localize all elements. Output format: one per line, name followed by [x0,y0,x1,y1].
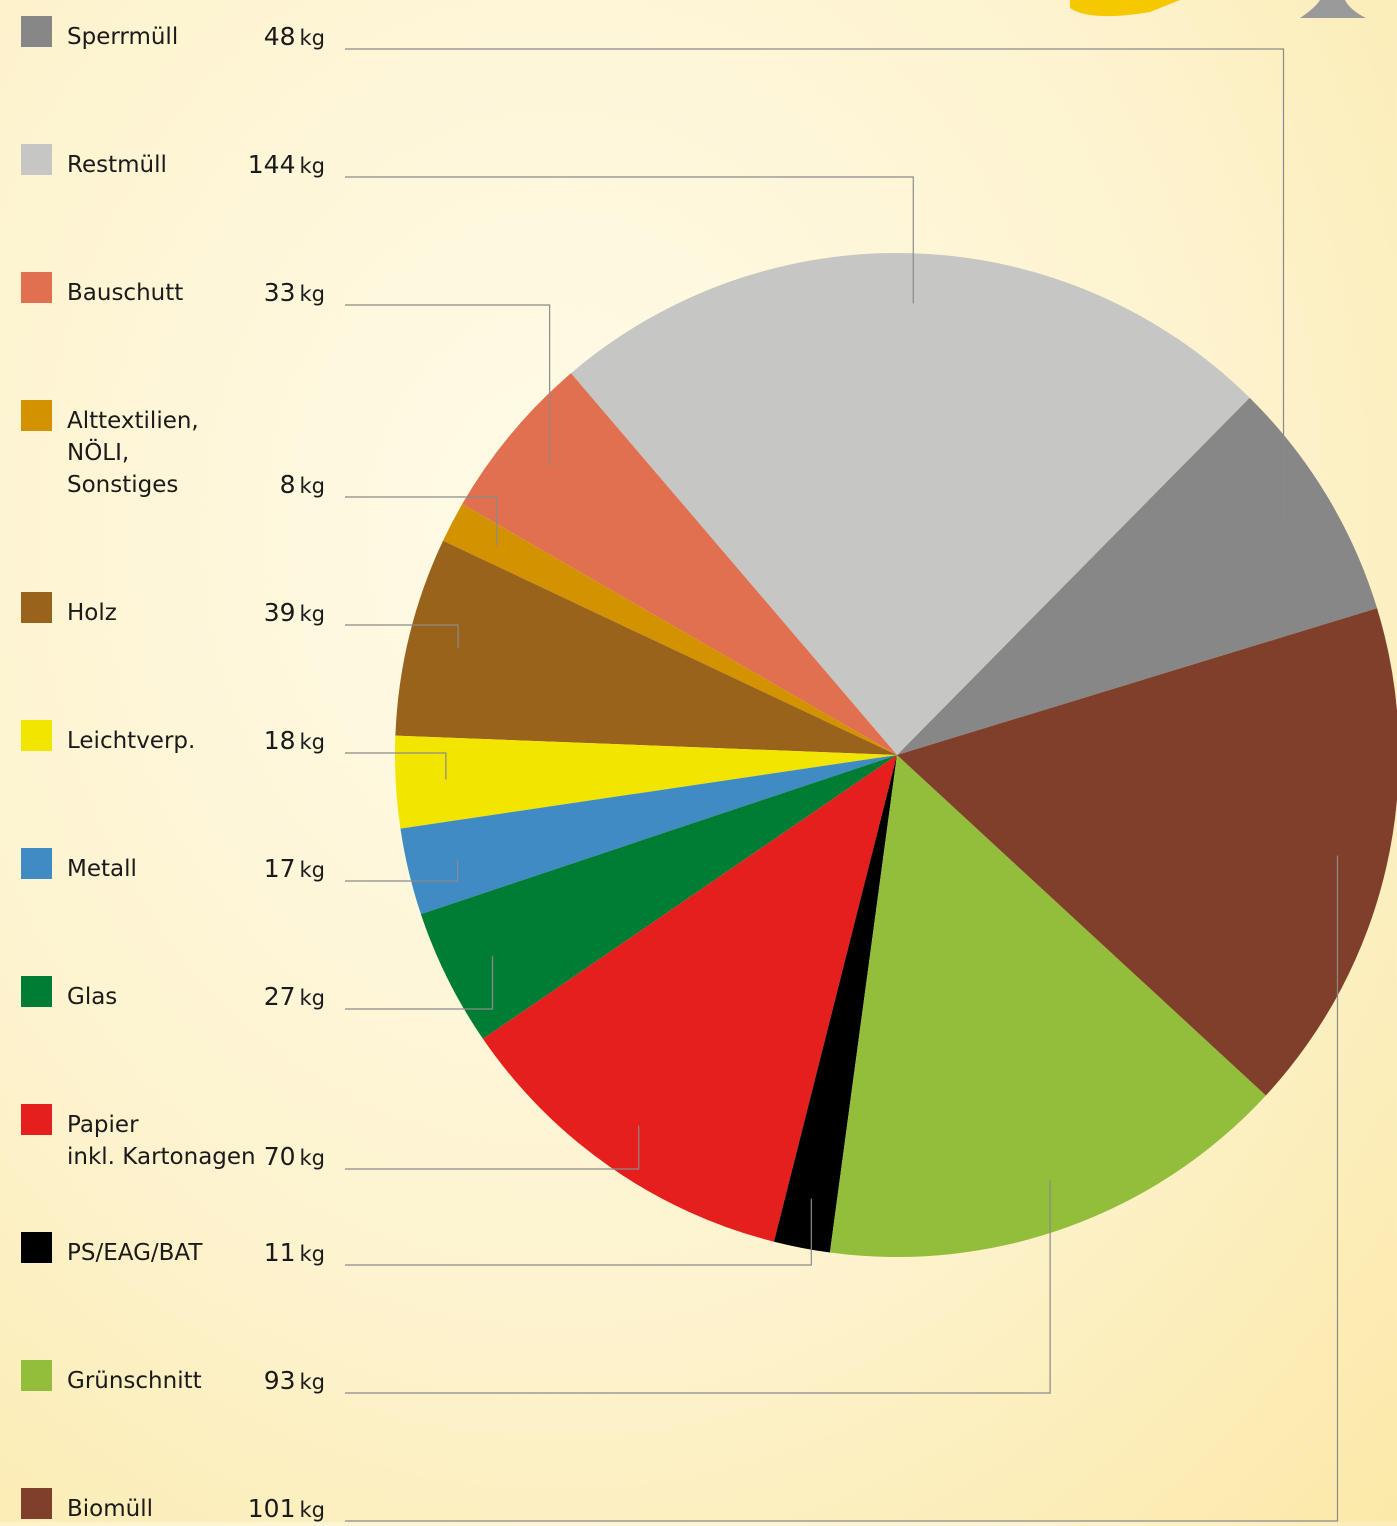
value-number: 27 [263,982,296,1011]
leader-line [345,860,459,882]
pie-slice [897,608,1397,1096]
legend-swatch [21,976,52,1007]
value-number: 8 [279,470,296,499]
legend-label: Alttextilien, NÖLI, Sonstiges [67,408,199,498]
value-unit: kg [299,1370,326,1394]
value-number: 101 [247,1494,296,1523]
legend-swatch [21,144,52,175]
leader-line [345,1180,1051,1394]
value-label: 8 kg [280,469,325,502]
leader-line [345,1125,640,1170]
value-number: 144 [247,150,296,179]
leader-line [345,496,498,546]
leader-line [345,624,459,648]
leader-line [345,176,914,304]
pie-slice [420,755,897,1039]
pie-slice [395,540,897,755]
value-label: 144 kg [248,149,325,182]
value-number: 48 [263,22,296,51]
legend-label: Holz [67,600,117,626]
pie-slice [570,252,1250,755]
pie-slice [774,755,897,1253]
value-number: 18 [263,726,296,755]
value-unit: kg [299,1498,326,1522]
value-unit: kg [299,1242,326,1266]
value-label: 70 kg [264,1141,325,1174]
legend-swatch [21,16,52,47]
pie-slice [897,397,1378,755]
legend-label: Biomüll [67,1496,154,1522]
leader-line [345,304,551,467]
legend-label: Restmüll [67,152,167,178]
pie-slice [829,755,1266,1257]
pie-slice [482,755,897,1242]
legend-swatch [21,848,52,879]
leader-line [345,48,1285,522]
legend-swatch [21,1104,52,1135]
legend-swatch [21,400,52,431]
leader-line [345,1198,812,1266]
value-unit: kg [299,602,326,626]
legend-label: Bauschutt [67,280,184,306]
legend-label: Papier inkl. Kartonagen [67,1112,256,1170]
value-number: 70 [263,1142,296,1171]
legend-label: Sperrmüll [67,24,179,50]
value-label: 27 kg [264,981,325,1014]
legend-label: PS/EAG/BAT [67,1240,203,1266]
pie-slice [462,373,897,755]
legend-swatch [21,1360,52,1391]
leader-line [345,752,447,780]
value-label: 48 kg [264,21,325,54]
value-unit: kg [299,858,326,882]
value-label: 33 kg [264,277,325,310]
value-number: 11 [263,1238,296,1267]
legend-swatch [21,720,52,751]
pie-slice [443,504,897,755]
value-unit: kg [299,154,326,178]
legend-swatch [21,1488,52,1519]
value-label: 39 kg [264,597,325,630]
value-unit: kg [299,474,326,498]
value-label: 101 kg [248,1493,325,1526]
value-label: 18 kg [264,725,325,758]
legend-label: Metall [67,856,137,882]
value-unit: kg [299,1146,326,1170]
value-unit: kg [299,282,326,306]
pie-slice [400,755,897,915]
value-number: 39 [263,598,296,627]
legend-label: Grünschnitt [67,1368,202,1394]
legend-swatch [21,1232,52,1263]
value-number: 17 [263,854,296,883]
legend-swatch [21,272,52,303]
value-label: 11 kg [264,1237,325,1270]
value-unit: kg [299,26,326,50]
legend-swatch [21,592,52,623]
legend-label: Leichtverp. [67,728,196,754]
leader-line [345,956,494,1010]
decoration [1070,0,1180,17]
value-unit: kg [299,730,326,754]
pie-slice [394,735,897,829]
value-label: 93 kg [264,1365,325,1398]
value-label: 17 kg [264,853,325,886]
value-unit: kg [299,986,326,1010]
decoration [1300,0,1366,18]
value-number: 33 [263,278,296,307]
legend-label: Glas [67,984,118,1010]
value-number: 93 [263,1366,296,1395]
leader-line [345,855,1339,1522]
